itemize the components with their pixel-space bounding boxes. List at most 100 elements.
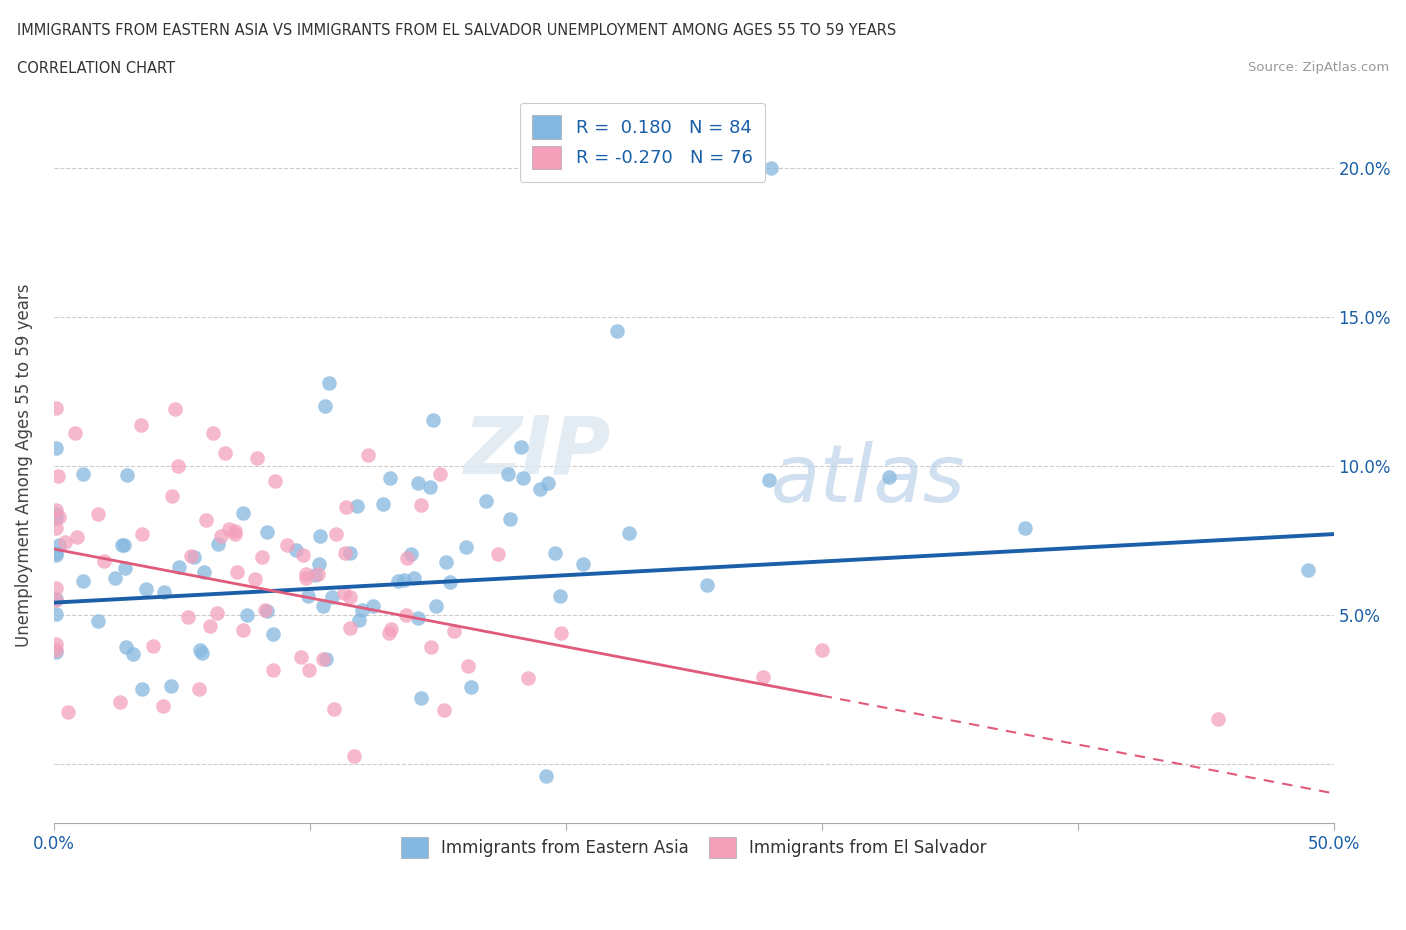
Point — [195, 512, 218, 527]
Point — [404, 570, 426, 585]
Point — [387, 574, 409, 589]
Point — [236, 608, 259, 623]
Point — [516, 671, 538, 685]
Point — [380, 471, 402, 485]
Point — [180, 549, 202, 564]
Point — [232, 622, 254, 637]
Point — [304, 567, 326, 582]
Text: CORRELATION CHART: CORRELATION CHART — [17, 61, 174, 76]
Point — [45, 580, 67, 595]
Point — [72, 466, 94, 481]
Y-axis label: Unemployment Among Ages 55 to 59 years: Unemployment Among Ages 55 to 59 years — [15, 284, 32, 647]
Point — [510, 440, 533, 455]
Point — [45, 645, 67, 660]
Point — [160, 489, 183, 504]
Point — [207, 537, 229, 551]
Point — [321, 590, 343, 604]
Point — [406, 476, 429, 491]
Point — [46, 469, 69, 484]
Point — [243, 572, 266, 587]
Point — [380, 622, 402, 637]
Point — [434, 555, 457, 570]
Point — [409, 691, 432, 706]
Point — [159, 679, 181, 694]
Point — [606, 324, 628, 339]
Point — [1296, 563, 1319, 578]
Point — [810, 643, 832, 658]
Point — [333, 545, 356, 560]
Point — [352, 603, 374, 618]
Point — [224, 527, 246, 542]
Point — [188, 682, 211, 697]
Point — [544, 546, 567, 561]
Point — [308, 528, 330, 543]
Point — [45, 507, 67, 522]
Point — [696, 578, 718, 593]
Point — [377, 625, 399, 640]
Point — [45, 592, 67, 607]
Point — [457, 658, 479, 673]
Point — [200, 618, 222, 633]
Point — [420, 640, 443, 655]
Point — [617, 525, 640, 540]
Point — [165, 401, 187, 416]
Point — [253, 603, 276, 618]
Point — [45, 548, 67, 563]
Point — [339, 590, 361, 604]
Point — [63, 426, 86, 441]
Point — [45, 441, 67, 456]
Point — [529, 481, 551, 496]
Point — [499, 512, 522, 526]
Point — [232, 505, 254, 520]
Point — [346, 498, 368, 513]
Point — [45, 511, 67, 525]
Point — [114, 561, 136, 576]
Point — [285, 543, 308, 558]
Point — [512, 471, 534, 485]
Point — [422, 413, 444, 428]
Point — [308, 556, 330, 571]
Point — [112, 538, 135, 552]
Point — [193, 565, 215, 580]
Point — [291, 548, 314, 563]
Point — [759, 160, 782, 175]
Point — [224, 524, 246, 538]
Point — [315, 652, 337, 667]
Point — [395, 608, 418, 623]
Point — [104, 571, 127, 586]
Point — [496, 466, 519, 481]
Point — [250, 550, 273, 565]
Point — [201, 426, 224, 441]
Point — [460, 680, 482, 695]
Point — [475, 494, 498, 509]
Point — [45, 546, 67, 561]
Point — [307, 566, 329, 581]
Point — [339, 546, 361, 561]
Point — [877, 470, 900, 485]
Point — [1208, 711, 1230, 726]
Point — [177, 610, 200, 625]
Point — [1014, 521, 1036, 536]
Point — [45, 643, 67, 658]
Point — [429, 467, 451, 482]
Point — [131, 526, 153, 541]
Point — [115, 640, 138, 655]
Text: ZIP: ZIP — [463, 412, 610, 490]
Point — [548, 589, 571, 604]
Point — [409, 498, 432, 512]
Point — [45, 521, 67, 536]
Point — [339, 620, 361, 635]
Point — [246, 450, 269, 465]
Text: IMMIGRANTS FROM EASTERN ASIA VS IMMIGRANTS FROM EL SALVADOR UNEMPLOYMENT AMONG A: IMMIGRANTS FROM EASTERN ASIA VS IMMIGRAN… — [17, 23, 896, 38]
Text: atlas: atlas — [770, 441, 966, 519]
Point — [357, 448, 380, 463]
Point — [209, 528, 232, 543]
Point — [758, 472, 780, 487]
Point — [45, 592, 67, 607]
Point — [263, 473, 285, 488]
Point — [45, 606, 67, 621]
Point — [311, 651, 333, 666]
Point — [318, 376, 340, 391]
Point — [314, 398, 336, 413]
Point — [297, 588, 319, 603]
